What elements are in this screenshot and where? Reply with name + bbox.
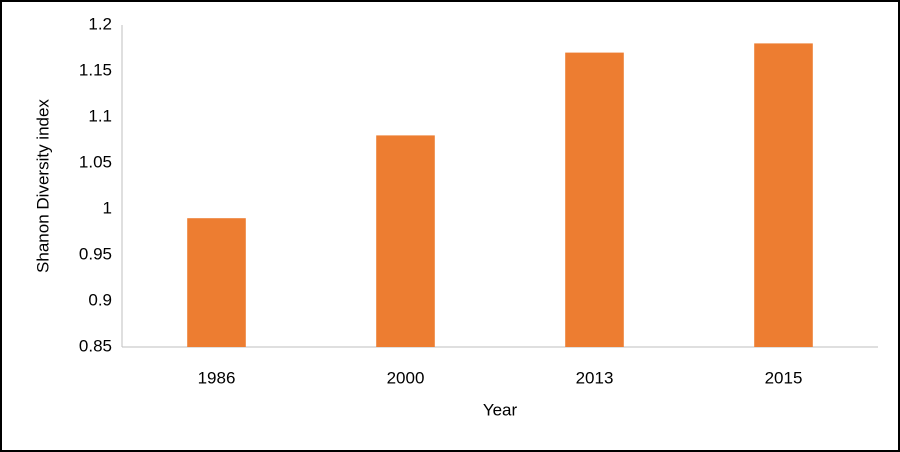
y-tick-label: 1.05 — [79, 152, 112, 171]
bar — [187, 218, 246, 347]
y-axis-title: Shanon Diversity index — [33, 99, 52, 273]
bar — [376, 135, 435, 347]
y-tick-label: 1 — [103, 198, 112, 217]
bar — [565, 52, 624, 347]
y-tick-label: 0.85 — [79, 336, 112, 355]
x-tick-label: 2013 — [576, 368, 614, 387]
y-tick-label: 1.1 — [88, 106, 112, 125]
bar — [754, 43, 813, 348]
x-tick-label: 2000 — [387, 368, 425, 387]
y-tick-label: 0.95 — [79, 244, 112, 263]
y-tick-label: 1.2 — [88, 14, 112, 33]
y-tick-label: 0.9 — [88, 290, 112, 309]
x-tick-label: 2015 — [765, 368, 803, 387]
x-tick-label: 1986 — [198, 368, 236, 387]
x-axis-title: Year — [483, 400, 518, 419]
y-tick-label: 1.15 — [79, 60, 112, 79]
